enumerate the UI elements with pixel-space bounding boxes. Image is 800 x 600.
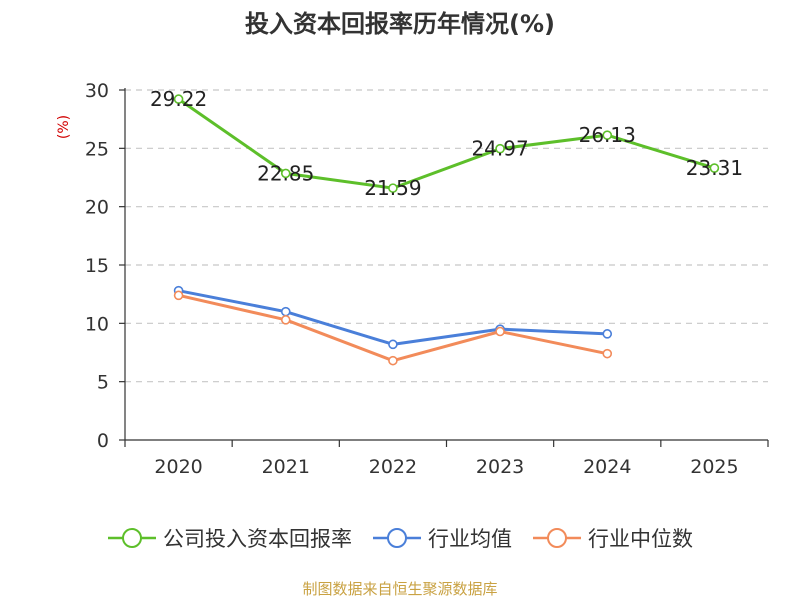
y-tick-label-20: 20 xyxy=(85,197,109,219)
legend-label: 公司投入资本回报率 xyxy=(163,527,352,551)
series-lines xyxy=(173,94,720,366)
point-s0-2024 xyxy=(602,130,613,140)
chart-title: 投入资本回报率历年情况(%) xyxy=(245,10,555,38)
x-tick-label-2024: 2024 xyxy=(583,456,631,478)
legend-marker-icon xyxy=(108,528,156,548)
data-label-2022: 21.59 xyxy=(364,176,421,200)
point-s0-2022 xyxy=(388,183,398,193)
y-tick-label-10: 10 xyxy=(85,313,109,335)
point-s2-2024 xyxy=(602,348,613,359)
legend: 公司投入资本回报率 行业均值 行业中位数 xyxy=(0,518,800,558)
data-label-2020: 29.22 xyxy=(150,87,207,111)
y-tick-label-15: 15 xyxy=(85,255,109,277)
x-tick-label-2025: 2025 xyxy=(690,456,738,478)
grid-lines xyxy=(125,89,768,383)
data-label-2021: 22.85 xyxy=(257,161,314,185)
data-label-2024: 26.13 xyxy=(579,123,636,147)
x-tick-label-2022: 2022 xyxy=(369,456,417,478)
x-tick-label-2021: 2021 xyxy=(262,456,310,478)
y-tick-label-5: 5 xyxy=(97,372,109,394)
legend-label: 行业均值 xyxy=(428,527,512,551)
point-s1-2024 xyxy=(602,329,613,339)
legend-item-0[interactable]: 公司投入资本回报率 xyxy=(107,523,352,553)
point-s2-2022 xyxy=(388,355,398,366)
y-axis-label: (%) xyxy=(56,115,72,139)
point-s0-2025 xyxy=(709,163,720,173)
data-labels: 29.22 22.85 21.59 24.97 26.13 23.31 xyxy=(150,87,743,200)
series-line-1 xyxy=(178,289,608,346)
point-s2-2020 xyxy=(173,290,184,301)
point-s2-2021 xyxy=(280,315,291,325)
y-tick-label-25: 25 xyxy=(85,138,109,160)
point-s0-2020 xyxy=(173,94,184,104)
series-line-0 xyxy=(177,97,715,190)
y-tick-label-0: 0 xyxy=(97,430,109,452)
point-s2-2023 xyxy=(495,326,505,337)
legend-item-2[interactable]: 行业中位数 xyxy=(532,523,693,553)
legend-item-1[interactable]: 行业均值 xyxy=(372,523,512,553)
source-note: 制图数据来自恒生聚源数据库 xyxy=(302,580,498,598)
legend-marker-icon xyxy=(373,528,421,548)
point-s1-2021 xyxy=(280,306,291,317)
point-s0-2023 xyxy=(495,143,505,154)
point-s1-2022 xyxy=(388,339,398,350)
x-tick-label-2020: 2020 xyxy=(154,456,202,478)
legend-label: 行业中位数 xyxy=(588,527,693,551)
series-line-2 xyxy=(178,293,608,363)
x-tick-label-2023: 2023 xyxy=(476,456,524,478)
y-tick-label-30: 30 xyxy=(85,80,109,102)
data-label-2025: 23.31 xyxy=(686,156,743,180)
point-s0-2021 xyxy=(280,168,291,179)
legend-marker-icon xyxy=(533,528,581,548)
data-label-2023: 24.97 xyxy=(471,137,528,161)
